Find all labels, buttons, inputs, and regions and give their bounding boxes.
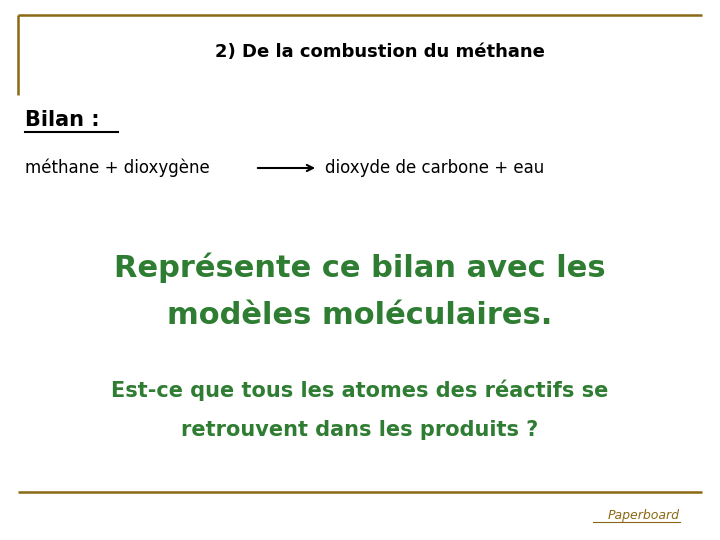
- Text: méthane + dioxygène: méthane + dioxygène: [25, 159, 210, 177]
- Text: 2) De la combustion du méthane: 2) De la combustion du méthane: [215, 43, 545, 61]
- Text: retrouvent dans les produits ?: retrouvent dans les produits ?: [181, 420, 539, 440]
- Text: Est-ce que tous les atomes des réactifs se: Est-ce que tous les atomes des réactifs …: [112, 379, 608, 401]
- Text: dioxyde de carbone + eau: dioxyde de carbone + eau: [325, 159, 544, 177]
- Text: Bilan :: Bilan :: [25, 110, 99, 130]
- Text: modèles moléculaires.: modèles moléculaires.: [167, 300, 553, 329]
- Text: Paperboard: Paperboard: [608, 509, 680, 522]
- Text: Représente ce bilan avec les: Représente ce bilan avec les: [114, 253, 606, 284]
